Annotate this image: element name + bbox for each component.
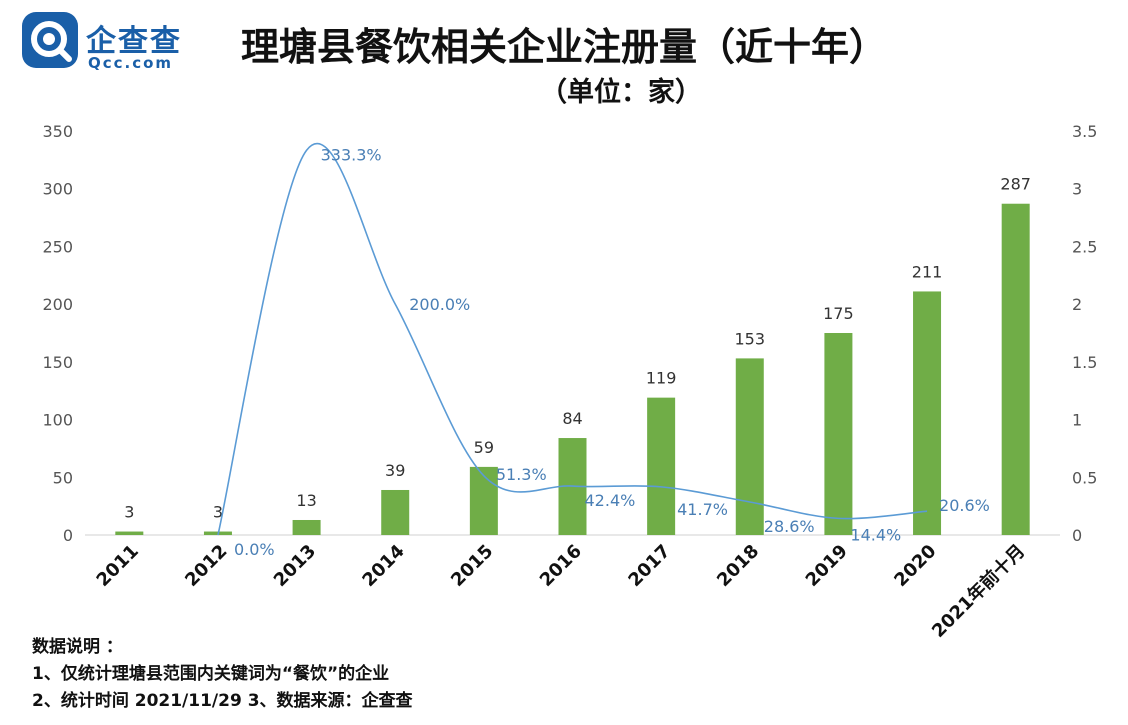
bar: [381, 489, 410, 535]
y-left-tick-label: 0: [63, 526, 73, 545]
y-left-tick-label: 100: [42, 411, 73, 430]
chart-subtitle: （单位：家）: [540, 77, 702, 108]
y-left-tick-label: 150: [42, 353, 73, 372]
y-right-tick-label: 1.5: [1072, 353, 1097, 372]
chart-title: 理塘县餐饮相关企业注册量（近十年）: [240, 25, 887, 69]
bar-data-label: 59: [474, 438, 494, 457]
y-right-tick-label: 2: [1072, 295, 1082, 314]
bar-data-label: 175: [823, 304, 854, 323]
x-tick-label: 2017: [624, 541, 674, 591]
y-right-tick-label: 0.5: [1072, 468, 1097, 487]
x-tick-label: 2018: [713, 541, 763, 591]
x-tick-label: 2019: [802, 541, 852, 591]
x-tick-label: 2013: [270, 541, 320, 591]
data-notes: 数据说明 ： 1、仅统计理塘县范围内关键词为“餐饮”的企业 2、统计时间 202…: [32, 634, 413, 715]
line-data-label: 20.6%: [939, 496, 990, 515]
x-tick-label: 2014: [358, 541, 408, 591]
x-tick-label: 2015: [447, 541, 497, 591]
bar: [647, 397, 676, 535]
x-tick-label: 2016: [536, 541, 586, 591]
y-right-tick-label: 3.5: [1072, 122, 1097, 141]
y-right-tick-label: 3: [1072, 180, 1082, 199]
brand-logo: 企查查 Qcc.com: [22, 10, 222, 72]
qcc-logo-icon: [22, 12, 78, 68]
y-right-tick-label: 2.5: [1072, 237, 1097, 256]
bar: [469, 466, 498, 535]
x-tick-label: 2011: [93, 541, 143, 591]
y-left-tick-label: 300: [42, 180, 73, 199]
line-data-label: 200.0%: [409, 295, 470, 314]
line-data-label: 333.3%: [321, 145, 382, 164]
bar: [735, 358, 764, 535]
brand-name-en: Qcc.com: [88, 54, 174, 72]
y-left-tick-label: 250: [42, 237, 73, 256]
line-data-label: 28.6%: [764, 517, 815, 536]
bar-data-label: 287: [1000, 175, 1031, 194]
x-tick-label: 2021年前十月: [927, 540, 1029, 642]
bar: [115, 531, 144, 535]
growth-rate-line: [217, 142, 928, 536]
bar-data-label: 3: [213, 503, 223, 522]
bar: [913, 291, 942, 535]
line-data-label: 41.7%: [677, 500, 728, 519]
y-right-tick-label: 1: [1072, 411, 1082, 430]
bar-data-label: 84: [562, 409, 582, 428]
bar-data-label: 211: [912, 262, 943, 281]
y-left-tick-label: 350: [42, 122, 73, 141]
line-data-label: 51.3%: [496, 465, 547, 484]
brand-name-cn: 企查查: [86, 24, 182, 59]
line-data-label: 42.4%: [585, 491, 636, 510]
bar-data-label: 3: [124, 503, 134, 522]
bar: [292, 519, 321, 535]
bar: [1001, 203, 1030, 535]
bar-data-label: 39: [385, 461, 405, 480]
notes-line-2: 2、统计时间 2021/11/29 3、数据来源：企查查: [32, 691, 413, 711]
bar: [824, 333, 853, 535]
x-tick-label: 2020: [890, 541, 940, 591]
x-tick-label: 2012: [181, 541, 231, 591]
y-left-tick-label: 200: [42, 295, 73, 314]
notes-heading: 数据说明 ：: [32, 637, 123, 657]
bar-data-label: 13: [296, 491, 316, 510]
notes-line-1: 1、仅统计理塘县范围内关键词为“餐饮”的企业: [32, 664, 390, 684]
bar-data-label: 153: [734, 329, 765, 348]
bar-data-label: 119: [646, 369, 677, 388]
y-right-tick-label: 0: [1072, 526, 1082, 545]
line-data-label: 0.0%: [234, 540, 275, 559]
line-data-label: 14.4%: [850, 525, 901, 544]
y-left-tick-label: 50: [53, 468, 73, 487]
